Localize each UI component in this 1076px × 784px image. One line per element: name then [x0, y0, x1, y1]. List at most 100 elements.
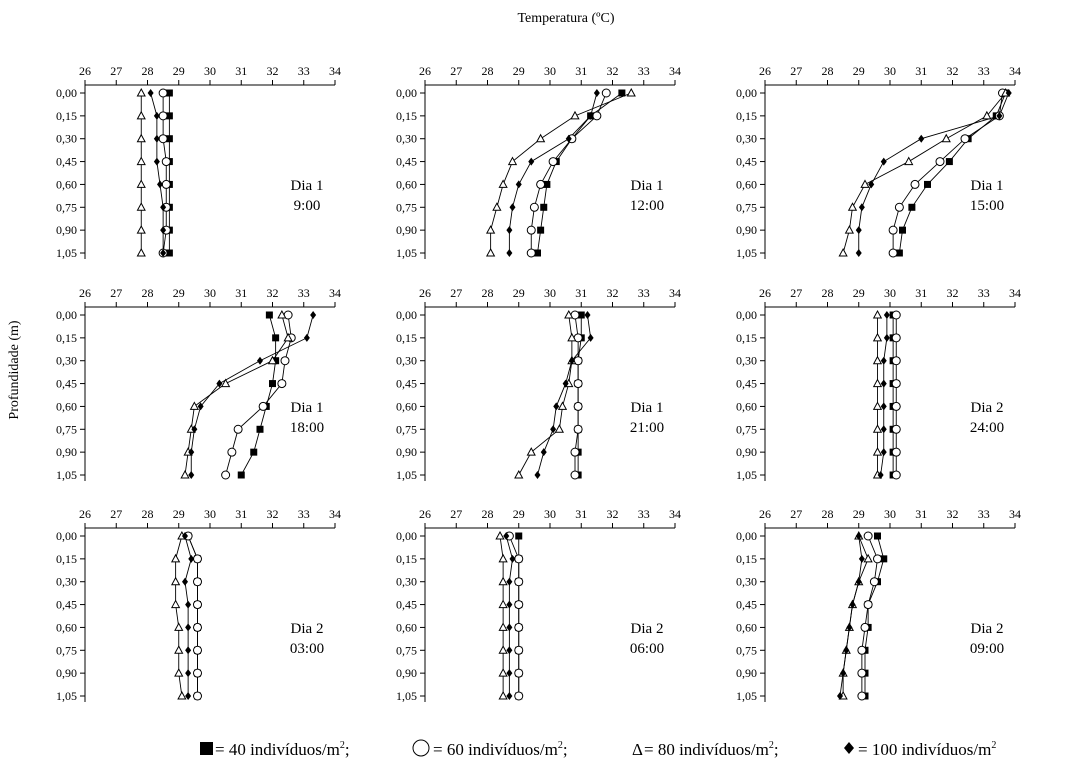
data-point-80 — [189, 401, 200, 410]
y-tick-label: 0,60 — [396, 177, 417, 191]
data-point-60 — [570, 447, 580, 457]
legend-square-marker — [200, 742, 213, 755]
data-point-80 — [136, 247, 146, 257]
data-point-100 — [506, 669, 513, 678]
data-point-100 — [185, 646, 192, 655]
x-tick-label: 32 — [947, 507, 959, 521]
y-tick-label: 1,05 — [56, 246, 77, 260]
data-point-40 — [895, 249, 903, 257]
data-point-60 — [869, 577, 879, 587]
y-tick-label: 1,05 — [396, 246, 417, 260]
panel-day-label: Dia 2 — [631, 621, 664, 637]
data-point-100 — [506, 646, 513, 655]
data-point-100 — [506, 226, 513, 235]
data-point-40 — [945, 158, 953, 166]
x-tick-label: 26 — [419, 286, 431, 300]
data-point-100 — [553, 402, 560, 411]
data-point-80 — [872, 332, 883, 342]
panel-day-label: Dia 2 — [971, 621, 1004, 637]
legend-sep-60: ; — [563, 740, 568, 759]
x-tick-label: 34 — [669, 507, 681, 521]
x-tick-label: 33 — [638, 286, 650, 300]
data-point-40 — [618, 89, 626, 97]
y-tick-label: 0,75 — [56, 422, 77, 436]
y-tick-label: 0,00 — [736, 529, 757, 543]
data-point-100 — [587, 333, 594, 342]
y-tick-label: 0,90 — [736, 223, 757, 237]
y-tick-label: 0,30 — [56, 354, 77, 368]
data-point-60 — [863, 531, 873, 541]
y-tick-label: 0,30 — [396, 132, 417, 146]
data-point-80 — [872, 309, 883, 319]
x-tick-label: 33 — [298, 507, 310, 521]
data-point-80 — [872, 401, 883, 410]
x-tick-label: 28 — [142, 64, 154, 78]
series-line-40 — [537, 92, 623, 254]
data-point-40 — [256, 425, 264, 433]
data-point-100 — [216, 379, 223, 388]
svg-text:= 100 indivíduos/m2: = 100 indivíduos/m2 — [858, 740, 996, 759]
y-tick-label: 0,45 — [56, 377, 77, 391]
data-point-80 — [220, 378, 231, 388]
data-point-100 — [503, 532, 510, 540]
data-point-100 — [506, 692, 513, 700]
x-tick-label: 34 — [1009, 507, 1021, 521]
y-tick-label: 0,60 — [396, 620, 417, 634]
legend-text-40: = 40 indivíduos/m — [215, 740, 340, 759]
series-line-40 — [898, 92, 1007, 254]
data-point-100 — [534, 471, 541, 479]
y-tick-label: 1,05 — [396, 689, 417, 703]
data-point-100 — [550, 425, 557, 434]
data-point-100 — [197, 402, 204, 411]
x-tick-label: 34 — [1009, 64, 1021, 78]
y-tick-label: 1,05 — [736, 246, 757, 260]
panel-day-label: Dia 1 — [291, 178, 324, 194]
y-tick-label: 0,90 — [736, 445, 757, 459]
data-point-60 — [158, 134, 168, 144]
data-point-80 — [626, 87, 636, 97]
legend-sup-40: 2 — [340, 740, 345, 751]
x-tick-label: 33 — [298, 286, 310, 300]
data-point-60 — [910, 179, 920, 189]
y-tick-label: 0,90 — [56, 223, 77, 237]
y-tick-label: 0,30 — [56, 575, 77, 589]
data-point-100 — [880, 356, 887, 365]
x-tick-label: 30 — [544, 64, 556, 78]
data-point-60 — [891, 356, 901, 366]
series-line-80 — [842, 92, 1006, 254]
data-point-80 — [863, 553, 873, 563]
data-point-100 — [565, 134, 572, 143]
x-tick-label: 26 — [759, 64, 771, 78]
data-point-80 — [492, 202, 502, 211]
legend-item-60: = 60 indivíduos/m2; — [412, 739, 568, 759]
x-tick-label: 29 — [513, 64, 525, 78]
data-point-80 — [136, 202, 146, 211]
data-point-80 — [904, 156, 914, 166]
x-tick-label: 32 — [267, 286, 279, 300]
data-point-80 — [498, 179, 508, 188]
data-point-60 — [233, 424, 243, 434]
legend-item-40: = 40 indivíduos/m2; — [200, 740, 350, 759]
x-tick-label: 34 — [329, 286, 341, 300]
y-tick-label: 0,15 — [396, 109, 417, 123]
panel-time-label: 9:00 — [294, 198, 321, 214]
chart-panels: 26 27 28 29 30 31 32 33 34 0,00 0,15 0,30 0,45 0,60 0,… — [56, 64, 1021, 703]
data-point-100 — [147, 89, 154, 97]
data-point-60 — [894, 202, 904, 212]
panel-time-label: 12:00 — [630, 198, 664, 214]
panel-time-label: 21:00 — [630, 420, 664, 436]
data-point-60 — [935, 157, 945, 167]
data-point-60 — [891, 379, 901, 389]
data-point-40 — [250, 448, 258, 456]
y-tick-label: 0,00 — [736, 86, 757, 100]
data-point-80 — [136, 179, 146, 188]
data-point-60 — [227, 447, 237, 457]
data-point-80 — [838, 247, 848, 257]
data-point-100 — [185, 623, 192, 632]
series-line-80 — [518, 314, 573, 476]
data-point-80 — [514, 469, 524, 479]
x-tick-label: 29 — [853, 286, 865, 300]
chart-panel-1: 26 27 28 29 30 31 32 33 34 0,00 0,15 0,30 0,45 0,60 0,… — [56, 64, 341, 260]
data-point-40 — [908, 203, 916, 211]
y-tick-label: 0,45 — [736, 598, 757, 612]
